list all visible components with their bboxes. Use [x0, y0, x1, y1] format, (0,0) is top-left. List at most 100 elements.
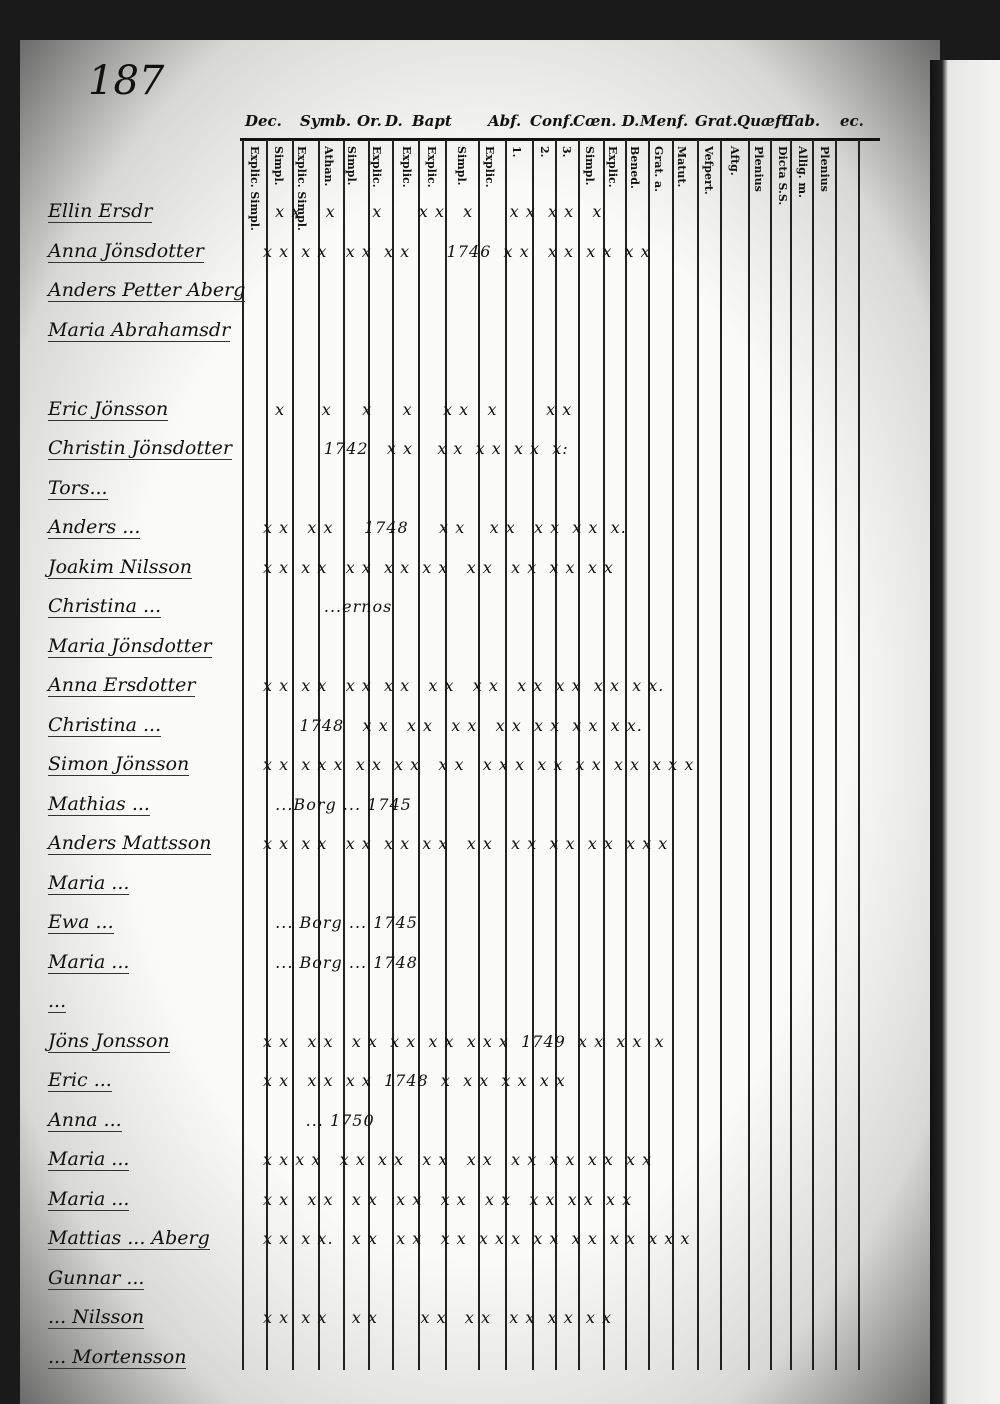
register-row: Christina ... ...ernos: [48, 595, 878, 625]
column-group-header: Or.: [357, 112, 382, 130]
document-page: [20, 40, 940, 1404]
column-subheader: Matut.: [675, 146, 688, 188]
column-rule: [835, 140, 837, 1370]
column-group-header: Grat.: [695, 112, 738, 130]
person-name: Joakim Nilsson: [48, 555, 192, 579]
person-name: Simon Jönsson: [48, 753, 190, 776]
person-name: ...: [48, 990, 67, 1013]
column-subheader: Simpl.: [345, 146, 358, 186]
column-subheader: Explic. Simpl.: [248, 146, 261, 231]
column-rule: [697, 140, 699, 1370]
column-rule: [812, 140, 814, 1370]
column-group-header: Dec.: [245, 112, 282, 130]
person-name: Anna ...: [48, 1108, 122, 1132]
adjacent-page-edge: [930, 60, 1000, 1404]
examination-marks: x x x x x x 1748 x x x x x x x: [263, 1071, 566, 1090]
person-name: Ewa ...: [48, 911, 114, 934]
column-rule: [720, 140, 722, 1370]
register-row: Gunnar ...: [48, 1267, 878, 1297]
column-subheader: Explic.: [400, 146, 413, 188]
column-rule: [578, 140, 580, 1370]
column-group-header: Quæft.: [737, 112, 794, 130]
register-row: Ewa ... ... Borg ... 1745: [48, 911, 878, 941]
person-name: Anna Jönsdotter: [48, 239, 204, 263]
column-group-header: Tab.: [785, 112, 821, 130]
column-group-header: D.: [385, 112, 403, 130]
register-row: [48, 358, 878, 388]
person-name: Anders Mattsson: [48, 832, 212, 855]
column-subheader: Explic.: [606, 146, 619, 188]
person-name: Maria Abrahamsdr: [48, 318, 231, 342]
column-rule: [242, 140, 244, 1370]
column-rule: [505, 140, 507, 1370]
column-subheader: Allig. m.: [796, 146, 809, 198]
person-name: Eric Jönsson: [48, 397, 169, 421]
examination-marks: x x x x. x x x x x x x x x x x x x x x x…: [263, 1229, 691, 1248]
column-subheader: Grat. a.: [652, 146, 665, 193]
examination-marks: x x x x 1748 x x x x x x x x x.: [263, 518, 627, 537]
column-subheader: Explic. Simpl.: [295, 146, 308, 231]
person-name: Christina ...: [48, 595, 162, 618]
column-group-header: ec.: [840, 112, 864, 130]
column-subheader: Explic.: [425, 146, 438, 188]
register-row: Mattias ... Aberg x x x x. x x x x x x x …: [48, 1227, 878, 1257]
column-rule: [343, 140, 345, 1370]
column-group-header: Symb.: [300, 112, 352, 130]
column-rule: [790, 140, 792, 1370]
examination-marks: x x x x x x x x x x x x x 1749 x x x x x: [263, 1031, 665, 1051]
register-row: Maria Abrahamsdr: [48, 319, 878, 349]
column-rule: [445, 140, 447, 1370]
register-row: Christina ... 1748 x x x x x x x x x x x…: [48, 714, 878, 744]
person-name: Ellin Ersdr: [48, 200, 153, 223]
column-rule: [748, 140, 750, 1370]
column-subheader: Explic.: [370, 146, 383, 188]
register-row: ... Nilsson x x x x x x x x x x x x x x x…: [48, 1306, 878, 1336]
column-subheader: 3.: [560, 146, 573, 158]
register-row: Maria Jönsdotter: [48, 635, 878, 665]
person-name: Anna Ersdotter: [48, 674, 196, 697]
column-group-header: Menf.: [640, 112, 689, 130]
column-group-header: Abf.: [488, 112, 522, 130]
register-row: Eric Jönsson x x x x x x x x x: [48, 398, 878, 428]
column-subheader: Aftg.: [728, 146, 741, 176]
register-row: Ellin Ersdr x x x x x x x x x x x x: [48, 200, 878, 230]
column-subheader: Plenius: [752, 146, 765, 192]
examination-marks: x x x x x x x x x x x x x x x x x x x x.: [263, 676, 665, 695]
register-row: Tors...: [48, 477, 878, 507]
person-name: Anders ...: [48, 516, 141, 539]
person-name: ... Nilsson: [48, 1306, 145, 1329]
person-name: Eric ...: [48, 1069, 112, 1092]
column-rule: [648, 140, 650, 1370]
column-rule: [318, 140, 320, 1370]
column-subheader: Athan.: [322, 146, 335, 187]
person-name: Jöns Jonsson: [48, 1029, 170, 1053]
column-subheader: Simpl.: [583, 146, 596, 186]
column-rule: [532, 140, 534, 1370]
column-rule: [368, 140, 370, 1370]
column-subheader: Simpl.: [455, 146, 468, 186]
register-row: ...: [48, 990, 878, 1020]
person-name: Maria ...: [48, 1148, 130, 1171]
register-row: Maria ... x x x x x x x x x x x x x x x x…: [48, 1188, 878, 1218]
examination-marks: x x x x x x x x x x x x x x x x x x x x …: [263, 755, 695, 774]
register-row: Anders Mattsson x x x x x x x x x x x x x…: [48, 832, 878, 862]
examination-marks: ...ernos: [263, 597, 393, 616]
column-rule: [478, 140, 480, 1370]
examination-marks: x x x x x x x x x x x x x x x x x x: [263, 1189, 633, 1209]
register-row: Anders ... x x x x 1748 x x x x x x x x x…: [48, 516, 878, 546]
examination-marks: x x x x x x x x x: [263, 399, 573, 419]
register-row: Joakim Nilsson x x x x x x x x x x x x x …: [48, 556, 878, 586]
examination-marks: x x x x x x x x x x x x x x x x x x x x …: [263, 834, 669, 853]
column-group-header: Bapt: [412, 112, 452, 130]
column-subheader: Bened.: [628, 146, 641, 189]
person-name: Maria ...: [48, 950, 130, 974]
column-group-header: Conf.: [530, 112, 574, 130]
person-name: Gunnar ...: [48, 1266, 145, 1290]
column-subheader: 2.: [538, 146, 551, 158]
person-name: Maria ...: [48, 1187, 130, 1211]
person-name: Christin Jönsdotter: [48, 437, 232, 460]
examination-marks: ... 1750: [263, 1110, 375, 1130]
register-row: Jöns Jonsson x x x x x x x x x x x x x 17…: [48, 1030, 878, 1060]
column-subheader: Vefpert.: [702, 146, 715, 195]
column-rule: [672, 140, 674, 1370]
